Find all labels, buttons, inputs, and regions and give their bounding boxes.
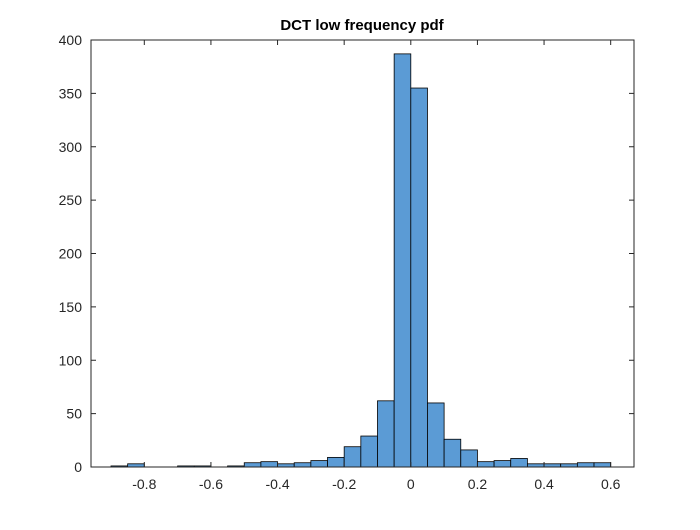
x-tick-label: -0.4	[265, 476, 289, 492]
histogram-bar	[243, 462, 262, 468]
x-tick-label: 0.2	[468, 476, 488, 492]
y-tick-label: 150	[59, 299, 83, 315]
histogram-bar	[576, 462, 595, 468]
histogram-bar	[443, 438, 462, 468]
y-tick-label: 400	[59, 32, 83, 48]
histogram-bar	[510, 458, 528, 468]
x-tick-label: -0.2	[332, 476, 356, 492]
axes-group: -0.8 -0.6 -0.4 -0.2 0 0.2 0.4 0.6 0 50 100 150 200 25…	[59, 32, 635, 492]
y-tick-label: 50	[66, 406, 82, 422]
x-tick-label: 0	[407, 476, 415, 492]
histogram-bar	[310, 460, 328, 468]
x-tick-label: -0.8	[132, 476, 156, 492]
histogram-bar	[477, 461, 495, 468]
y-tick-label: 0	[74, 459, 82, 475]
histogram-bar	[260, 461, 278, 468]
histogram-bar	[393, 53, 412, 468]
histogram-bar	[410, 87, 428, 468]
chart-title: DCT low frequency pdf	[280, 17, 444, 34]
histogram-bar	[360, 435, 378, 468]
axes-box	[90, 39, 635, 468]
bars-group	[110, 53, 612, 468]
histogram-bar	[327, 456, 345, 468]
histogram-bar	[460, 449, 478, 468]
histogram-bar	[377, 400, 395, 468]
x-tick-label: -0.6	[199, 476, 223, 492]
histogram-bar	[493, 460, 512, 468]
y-tick-label: 250	[59, 192, 83, 208]
histogram-bar	[427, 402, 445, 468]
histogram-bar	[293, 462, 312, 468]
x-tick-label: 0.6	[601, 476, 621, 492]
histogram-bar	[593, 462, 612, 468]
y-tick-label: 300	[59, 139, 83, 155]
y-tick-label: 200	[59, 246, 83, 262]
y-tick-label: 350	[59, 85, 83, 101]
x-tick-label: 0.4	[534, 476, 554, 492]
y-tick-label: 100	[59, 352, 83, 368]
histogram-bar	[343, 446, 362, 468]
